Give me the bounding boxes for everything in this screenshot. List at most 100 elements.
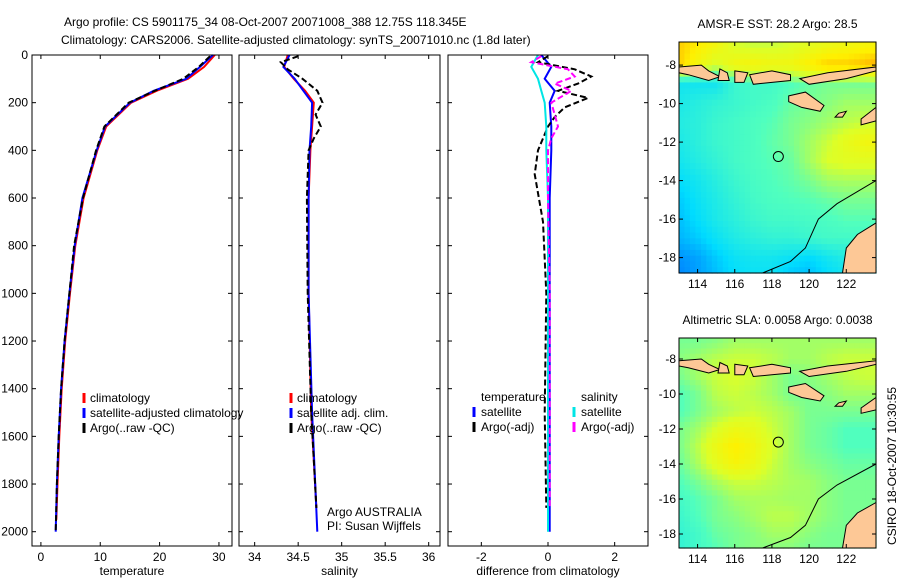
heatmap-cell — [744, 203, 751, 211]
heatmap-cell — [722, 249, 729, 257]
heatmap-cell — [728, 261, 735, 268]
heatmap-cell — [755, 163, 762, 170]
heatmap-cell — [711, 343, 718, 350]
heatmap-cell — [865, 99, 872, 107]
heatmap-cell — [766, 443, 773, 449]
heatmap-cell — [782, 537, 790, 544]
heatmap-cell — [711, 145, 718, 153]
heatmap-cell — [728, 209, 735, 216]
heatmap-cell — [826, 53, 833, 60]
heatmap-cell — [843, 453, 850, 460]
heatmap-cell — [821, 238, 828, 245]
heatmap-cell — [832, 134, 839, 141]
heatmap-cell — [733, 128, 740, 136]
heatmap-cell — [793, 437, 800, 444]
heatmap-cell — [689, 140, 697, 147]
heatmap-cell — [810, 145, 817, 153]
heatmap-cell — [706, 238, 713, 245]
heatmap-cell — [679, 238, 686, 245]
heatmap-cell — [679, 140, 686, 147]
heatmap-cell — [788, 479, 795, 486]
heatmap-cell — [700, 145, 707, 153]
heatmap-cell — [733, 338, 740, 344]
heatmap-cell — [684, 338, 691, 344]
heatmap-cell — [870, 490, 877, 497]
heatmap-cell — [761, 226, 768, 234]
heatmap-cell — [679, 422, 686, 428]
heatmap-cell — [788, 422, 795, 428]
heatmap-cell — [772, 111, 779, 118]
heatmap-cell — [717, 157, 724, 164]
heatmap-cell — [761, 453, 768, 460]
heatmap-cell — [679, 42, 686, 49]
heatmap-cell — [870, 427, 877, 434]
heatmap-cell — [750, 506, 757, 512]
heatmap-cell — [733, 105, 740, 112]
heatmap-cell — [870, 134, 877, 141]
heatmap-cell — [679, 395, 686, 402]
heatmap-cell — [782, 134, 790, 141]
heatmap-cell — [744, 485, 751, 491]
heatmap-cell — [700, 261, 707, 268]
heatmap-cell — [870, 458, 877, 465]
heatmap-cell — [679, 437, 686, 444]
heatmap-cell — [870, 70, 877, 78]
heatmap-cell — [870, 169, 877, 176]
heatmap-cell — [733, 406, 740, 413]
heatmap-cell — [788, 380, 795, 386]
heatmap-cell — [826, 427, 833, 434]
heatmap-cell — [854, 401, 861, 407]
heatmap-cell — [859, 469, 866, 476]
heatmap-cell — [777, 521, 784, 528]
heatmap-cell — [700, 506, 707, 512]
heatmap-cell — [766, 203, 773, 211]
heatmap-cell — [810, 406, 817, 413]
heatmap-cell — [706, 157, 713, 164]
heatmap-cell — [689, 255, 697, 263]
heatmap-cell — [826, 464, 833, 470]
heatmap-cell — [766, 537, 773, 544]
x-axis-label: difference from climatology — [476, 564, 619, 578]
heatmap-cell — [684, 490, 691, 497]
heatmap-cell — [832, 192, 839, 199]
heatmap-cell — [733, 343, 740, 350]
heatmap-cell — [832, 395, 839, 402]
heatmap-cell — [722, 215, 729, 222]
heatmap-cell — [859, 500, 866, 507]
y-tick-label: -18 — [659, 527, 677, 541]
heatmap-cell — [859, 105, 866, 112]
heatmap-cell — [679, 226, 686, 234]
heatmap-cell — [788, 59, 795, 66]
heatmap-cell — [755, 395, 762, 402]
heatmap-cell — [700, 221, 707, 228]
heatmap-cell — [711, 521, 718, 528]
heatmap-cell — [679, 255, 686, 263]
heatmap-cell — [706, 395, 713, 402]
heatmap-cell — [711, 437, 718, 444]
heatmap-cell — [728, 364, 735, 371]
heatmap-cell — [700, 88, 707, 95]
heatmap-cell — [689, 469, 697, 476]
heatmap-cell — [843, 343, 850, 350]
heatmap-cell — [733, 516, 740, 523]
heatmap-cell — [722, 157, 729, 164]
heatmap-cell — [848, 500, 855, 507]
heatmap-cell — [728, 47, 735, 55]
heatmap-cell — [722, 255, 729, 263]
heatmap-cell — [810, 215, 817, 222]
heatmap-cell — [799, 122, 806, 130]
heatmap-cell — [706, 244, 713, 251]
heatmap-cell — [782, 490, 790, 497]
heatmap-cell — [711, 485, 718, 491]
heatmap-cell — [744, 169, 751, 176]
x-axis-label: temperature — [100, 564, 165, 578]
heatmap-cell — [837, 348, 844, 355]
heatmap-cell — [750, 537, 757, 544]
heatmap-cell — [832, 226, 839, 234]
heatmap-cell — [788, 353, 795, 360]
heatmap-cell — [843, 226, 850, 234]
heatmap-cell — [706, 511, 713, 518]
heatmap-cell — [689, 338, 697, 344]
heatmap-cell — [695, 353, 702, 360]
heatmap-cell — [865, 122, 872, 130]
